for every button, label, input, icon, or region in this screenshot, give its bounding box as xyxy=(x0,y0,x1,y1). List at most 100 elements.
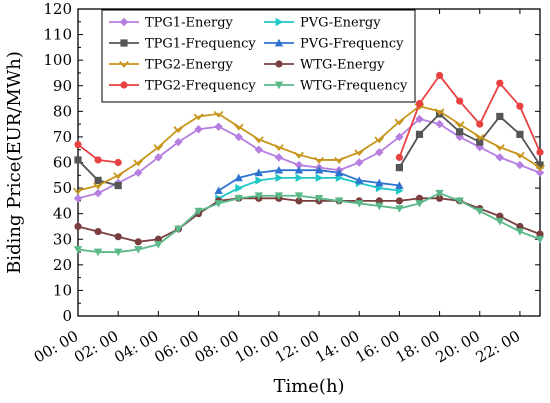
y-tick-label: 10 xyxy=(53,281,72,299)
data-point-tpg2-energy xyxy=(193,113,204,121)
y-tick-label: 100 xyxy=(43,51,72,69)
data-point-tpg1-energy xyxy=(274,153,284,162)
data-point-wtg-energy xyxy=(94,227,102,236)
data-point-tpg2-frequency xyxy=(395,153,403,161)
data-point-tpg1-energy xyxy=(194,125,203,134)
x-tick-label: 22: 00 xyxy=(473,327,524,367)
data-point-tpg1-energy xyxy=(435,119,444,129)
data-point-tpg1-frequency xyxy=(536,161,544,169)
data-point-tpg2-frequency xyxy=(74,140,82,149)
data-point-wtg-frequency xyxy=(294,192,304,200)
series-line-tpg2-frequency xyxy=(398,74,541,158)
legend-item-pvg-energy: PVG-Energy xyxy=(264,16,381,31)
x-tick-label: 18: 00 xyxy=(392,327,443,367)
data-point-tpg1-energy xyxy=(535,168,545,177)
data-point-tpg1-energy xyxy=(415,114,424,124)
data-point-wtg-energy xyxy=(114,233,122,241)
data-point-tpg1-energy xyxy=(73,194,83,203)
legend-label: PVG-Frequency xyxy=(300,37,404,52)
legend-marker xyxy=(119,17,129,27)
y-tick-label: 70 xyxy=(53,128,72,146)
x-tick-label: 12: 00 xyxy=(272,327,323,367)
data-point-wtg-frequency xyxy=(93,248,103,257)
legend-label: TPG2-Frequency xyxy=(145,79,256,94)
data-point-tpg2-frequency xyxy=(456,97,464,105)
data-point-wtg-frequency xyxy=(355,200,364,208)
y-tick-label: 30 xyxy=(53,230,72,248)
data-point-tpg2-energy xyxy=(73,187,83,195)
data-point-tpg2-energy xyxy=(253,136,264,144)
legend: TPG1-Energy PVG-Energy TPG1-Frequency PVG-F… xyxy=(101,9,416,103)
data-point-wtg-frequency xyxy=(435,189,444,198)
y-tick-label: 20 xyxy=(53,256,72,274)
legend-label: WTG-Frequency xyxy=(300,79,408,94)
y-tick-label: 120 xyxy=(43,0,72,18)
data-point-wtg-frequency xyxy=(174,225,183,234)
data-point-tpg1-frequency xyxy=(94,176,102,185)
y-tick-label: 110 xyxy=(43,26,72,44)
x-tick-label: 06: 00 xyxy=(151,327,202,367)
data-point-wtg-frequency xyxy=(495,217,505,226)
data-point-tpg2-energy xyxy=(334,156,345,164)
data-point-tpg2-energy xyxy=(494,144,505,152)
legend-label: PVG-Energy xyxy=(300,16,381,31)
data-point-tpg2-energy xyxy=(233,123,244,131)
series-tpg2-frequency xyxy=(74,71,544,167)
data-point-pvg-energy xyxy=(295,173,304,183)
data-point-wtg-energy xyxy=(435,194,444,202)
y-tick-label: 0 xyxy=(62,307,72,325)
y-tick-label: 80 xyxy=(53,102,72,120)
x-tick-label: 20: 00 xyxy=(433,327,484,367)
data-point-tpg1-energy xyxy=(174,137,183,147)
data-point-tpg1-energy xyxy=(214,122,223,131)
data-point-pvg-frequency xyxy=(294,165,304,174)
data-point-tpg2-energy xyxy=(394,118,405,126)
data-point-tpg2-energy xyxy=(434,108,445,116)
data-point-tpg2-energy xyxy=(273,144,284,152)
legend-label: TPG2-Energy xyxy=(145,58,234,73)
data-point-tpg1-frequency xyxy=(496,112,504,121)
data-point-tpg2-frequency xyxy=(415,100,424,108)
data-point-tpg1-energy xyxy=(134,168,143,177)
series-layer xyxy=(73,71,545,257)
data-point-tpg2-energy xyxy=(515,151,525,159)
series-pvg-frequency xyxy=(214,165,404,195)
data-point-wtg-energy xyxy=(74,222,82,231)
legend-marker xyxy=(274,38,284,47)
data-point-tpg1-frequency xyxy=(415,130,424,138)
legend-item-tpg1-frequency: TPG1-Frequency xyxy=(109,37,256,52)
series-tpg2-energy xyxy=(73,103,545,195)
data-point-wtg-frequency xyxy=(274,192,284,200)
y-axis-title: Biding Price(EUR/MWh) xyxy=(4,51,25,274)
data-point-wtg-frequency xyxy=(194,207,203,216)
legend-item-tpg2-frequency: TPG2-Frequency xyxy=(109,79,256,94)
legend-label: TPG1-Energy xyxy=(145,16,234,31)
data-point-wtg-frequency xyxy=(214,200,223,208)
data-point-tpg1-energy xyxy=(495,153,505,162)
data-point-tpg1-energy xyxy=(234,132,243,142)
y-tick-label: 60 xyxy=(53,154,72,172)
data-point-tpg2-energy xyxy=(354,149,365,157)
data-point-tpg1-frequency xyxy=(456,128,464,136)
data-point-wtg-energy xyxy=(295,197,303,205)
data-point-tpg2-frequency xyxy=(435,71,444,80)
data-point-tpg1-energy xyxy=(355,158,364,167)
data-point-tpg1-frequency xyxy=(476,138,484,146)
series-line-pvg-energy xyxy=(218,176,400,200)
data-point-wtg-frequency xyxy=(234,194,243,203)
series-line-wtg-energy xyxy=(77,197,541,243)
series-tpg1-frequency xyxy=(74,110,544,190)
data-point-tpg2-frequency xyxy=(536,148,544,156)
series-line-wtg-frequency xyxy=(77,192,541,253)
data-point-tpg2-energy xyxy=(213,110,224,118)
x-tick-label: 14: 00 xyxy=(312,327,363,367)
data-point-pvg-frequency xyxy=(375,178,384,187)
data-point-pvg-frequency xyxy=(254,168,263,177)
data-point-wtg-frequency xyxy=(535,235,545,244)
data-point-pvg-frequency xyxy=(334,168,344,177)
y-tick-label: 40 xyxy=(53,205,72,223)
data-point-wtg-frequency xyxy=(314,194,324,203)
data-point-tpg1-energy xyxy=(375,148,384,157)
data-point-tpg1-energy xyxy=(154,153,163,162)
data-point-tpg1-frequency xyxy=(516,130,524,138)
